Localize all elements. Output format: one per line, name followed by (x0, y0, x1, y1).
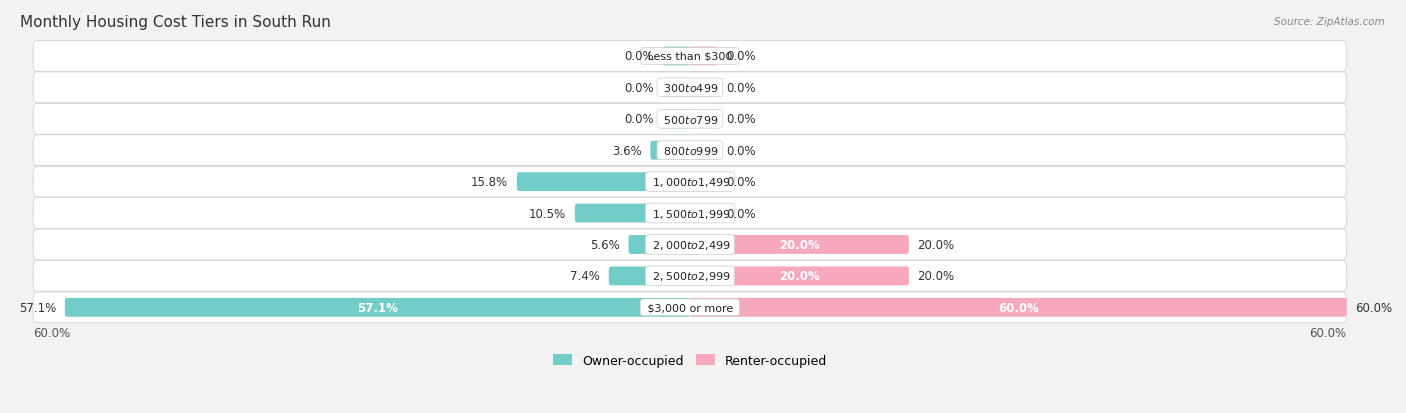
FancyBboxPatch shape (690, 47, 717, 66)
Text: 0.0%: 0.0% (624, 50, 654, 63)
FancyBboxPatch shape (34, 73, 1347, 104)
Text: 0.0%: 0.0% (725, 113, 755, 126)
Text: $1,000 to $1,499: $1,000 to $1,499 (648, 176, 731, 189)
FancyBboxPatch shape (651, 142, 690, 160)
FancyBboxPatch shape (690, 79, 717, 97)
Text: $2,000 to $2,499: $2,000 to $2,499 (648, 238, 731, 252)
Text: 0.0%: 0.0% (624, 113, 654, 126)
FancyBboxPatch shape (34, 135, 1347, 166)
Text: Monthly Housing Cost Tiers in South Run: Monthly Housing Cost Tiers in South Run (20, 15, 330, 30)
FancyBboxPatch shape (34, 230, 1347, 260)
FancyBboxPatch shape (662, 47, 690, 66)
Text: 60.0%: 60.0% (998, 301, 1039, 314)
FancyBboxPatch shape (690, 235, 908, 254)
Text: 60.0%: 60.0% (1309, 326, 1347, 339)
FancyBboxPatch shape (34, 104, 1347, 135)
FancyBboxPatch shape (662, 110, 690, 129)
Text: 15.8%: 15.8% (471, 176, 508, 189)
Text: Source: ZipAtlas.com: Source: ZipAtlas.com (1274, 17, 1385, 26)
FancyBboxPatch shape (34, 167, 1347, 197)
Text: $3,000 or more: $3,000 or more (644, 303, 737, 313)
Text: 0.0%: 0.0% (725, 176, 755, 189)
FancyBboxPatch shape (34, 261, 1347, 292)
Text: 7.4%: 7.4% (571, 270, 600, 283)
Text: 20.0%: 20.0% (918, 270, 955, 283)
FancyBboxPatch shape (34, 41, 1347, 72)
FancyBboxPatch shape (690, 204, 717, 223)
FancyBboxPatch shape (690, 173, 717, 192)
Text: $1,500 to $1,999: $1,500 to $1,999 (648, 207, 731, 220)
Text: 20.0%: 20.0% (779, 270, 820, 283)
Text: 0.0%: 0.0% (725, 145, 755, 157)
Text: $500 to $799: $500 to $799 (661, 114, 720, 126)
FancyBboxPatch shape (575, 204, 690, 223)
FancyBboxPatch shape (65, 298, 690, 317)
FancyBboxPatch shape (34, 292, 1347, 323)
FancyBboxPatch shape (690, 110, 717, 129)
FancyBboxPatch shape (690, 267, 908, 286)
Text: $2,500 to $2,999: $2,500 to $2,999 (648, 270, 731, 283)
Text: 57.1%: 57.1% (18, 301, 56, 314)
FancyBboxPatch shape (517, 173, 690, 192)
FancyBboxPatch shape (662, 79, 690, 97)
Text: 57.1%: 57.1% (357, 301, 398, 314)
FancyBboxPatch shape (609, 267, 690, 286)
Text: 0.0%: 0.0% (725, 82, 755, 95)
Text: 3.6%: 3.6% (612, 145, 641, 157)
Text: Less than $300: Less than $300 (644, 52, 735, 62)
Text: 0.0%: 0.0% (725, 207, 755, 220)
Text: 20.0%: 20.0% (779, 238, 820, 252)
FancyBboxPatch shape (34, 198, 1347, 229)
FancyBboxPatch shape (690, 142, 717, 160)
Text: 0.0%: 0.0% (725, 50, 755, 63)
FancyBboxPatch shape (690, 298, 1347, 317)
Text: $300 to $499: $300 to $499 (661, 82, 720, 94)
Text: 10.5%: 10.5% (529, 207, 567, 220)
FancyBboxPatch shape (628, 235, 690, 254)
Text: $800 to $999: $800 to $999 (661, 145, 720, 157)
Text: 60.0%: 60.0% (34, 326, 70, 339)
Text: 20.0%: 20.0% (918, 238, 955, 252)
Text: 60.0%: 60.0% (1355, 301, 1392, 314)
Legend: Owner-occupied, Renter-occupied: Owner-occupied, Renter-occupied (548, 349, 832, 372)
Text: 0.0%: 0.0% (624, 82, 654, 95)
Text: 5.6%: 5.6% (591, 238, 620, 252)
